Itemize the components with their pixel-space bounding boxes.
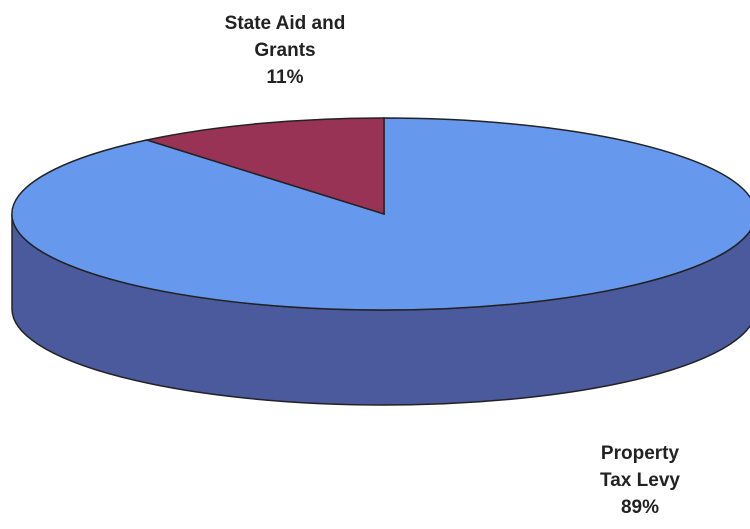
state-aid-label-line-1: State Aid and xyxy=(224,13,346,34)
state-aid-and-grants-label: State Aid and Grants 11% xyxy=(190,10,380,91)
state-aid-label-line-2: Grants xyxy=(254,40,316,61)
property-label-line-2: Tax Levy xyxy=(600,470,680,491)
state-aid-and-grants-slice xyxy=(143,117,385,216)
property-tax-levy-label: Property Tax Levy 89% xyxy=(540,440,740,521)
state-aid-percent-label: 11% xyxy=(266,67,304,88)
property-tax-levy-slice xyxy=(11,117,750,311)
property-label-line-1: Property xyxy=(600,443,680,464)
property-percent-label: 89% xyxy=(620,497,660,518)
